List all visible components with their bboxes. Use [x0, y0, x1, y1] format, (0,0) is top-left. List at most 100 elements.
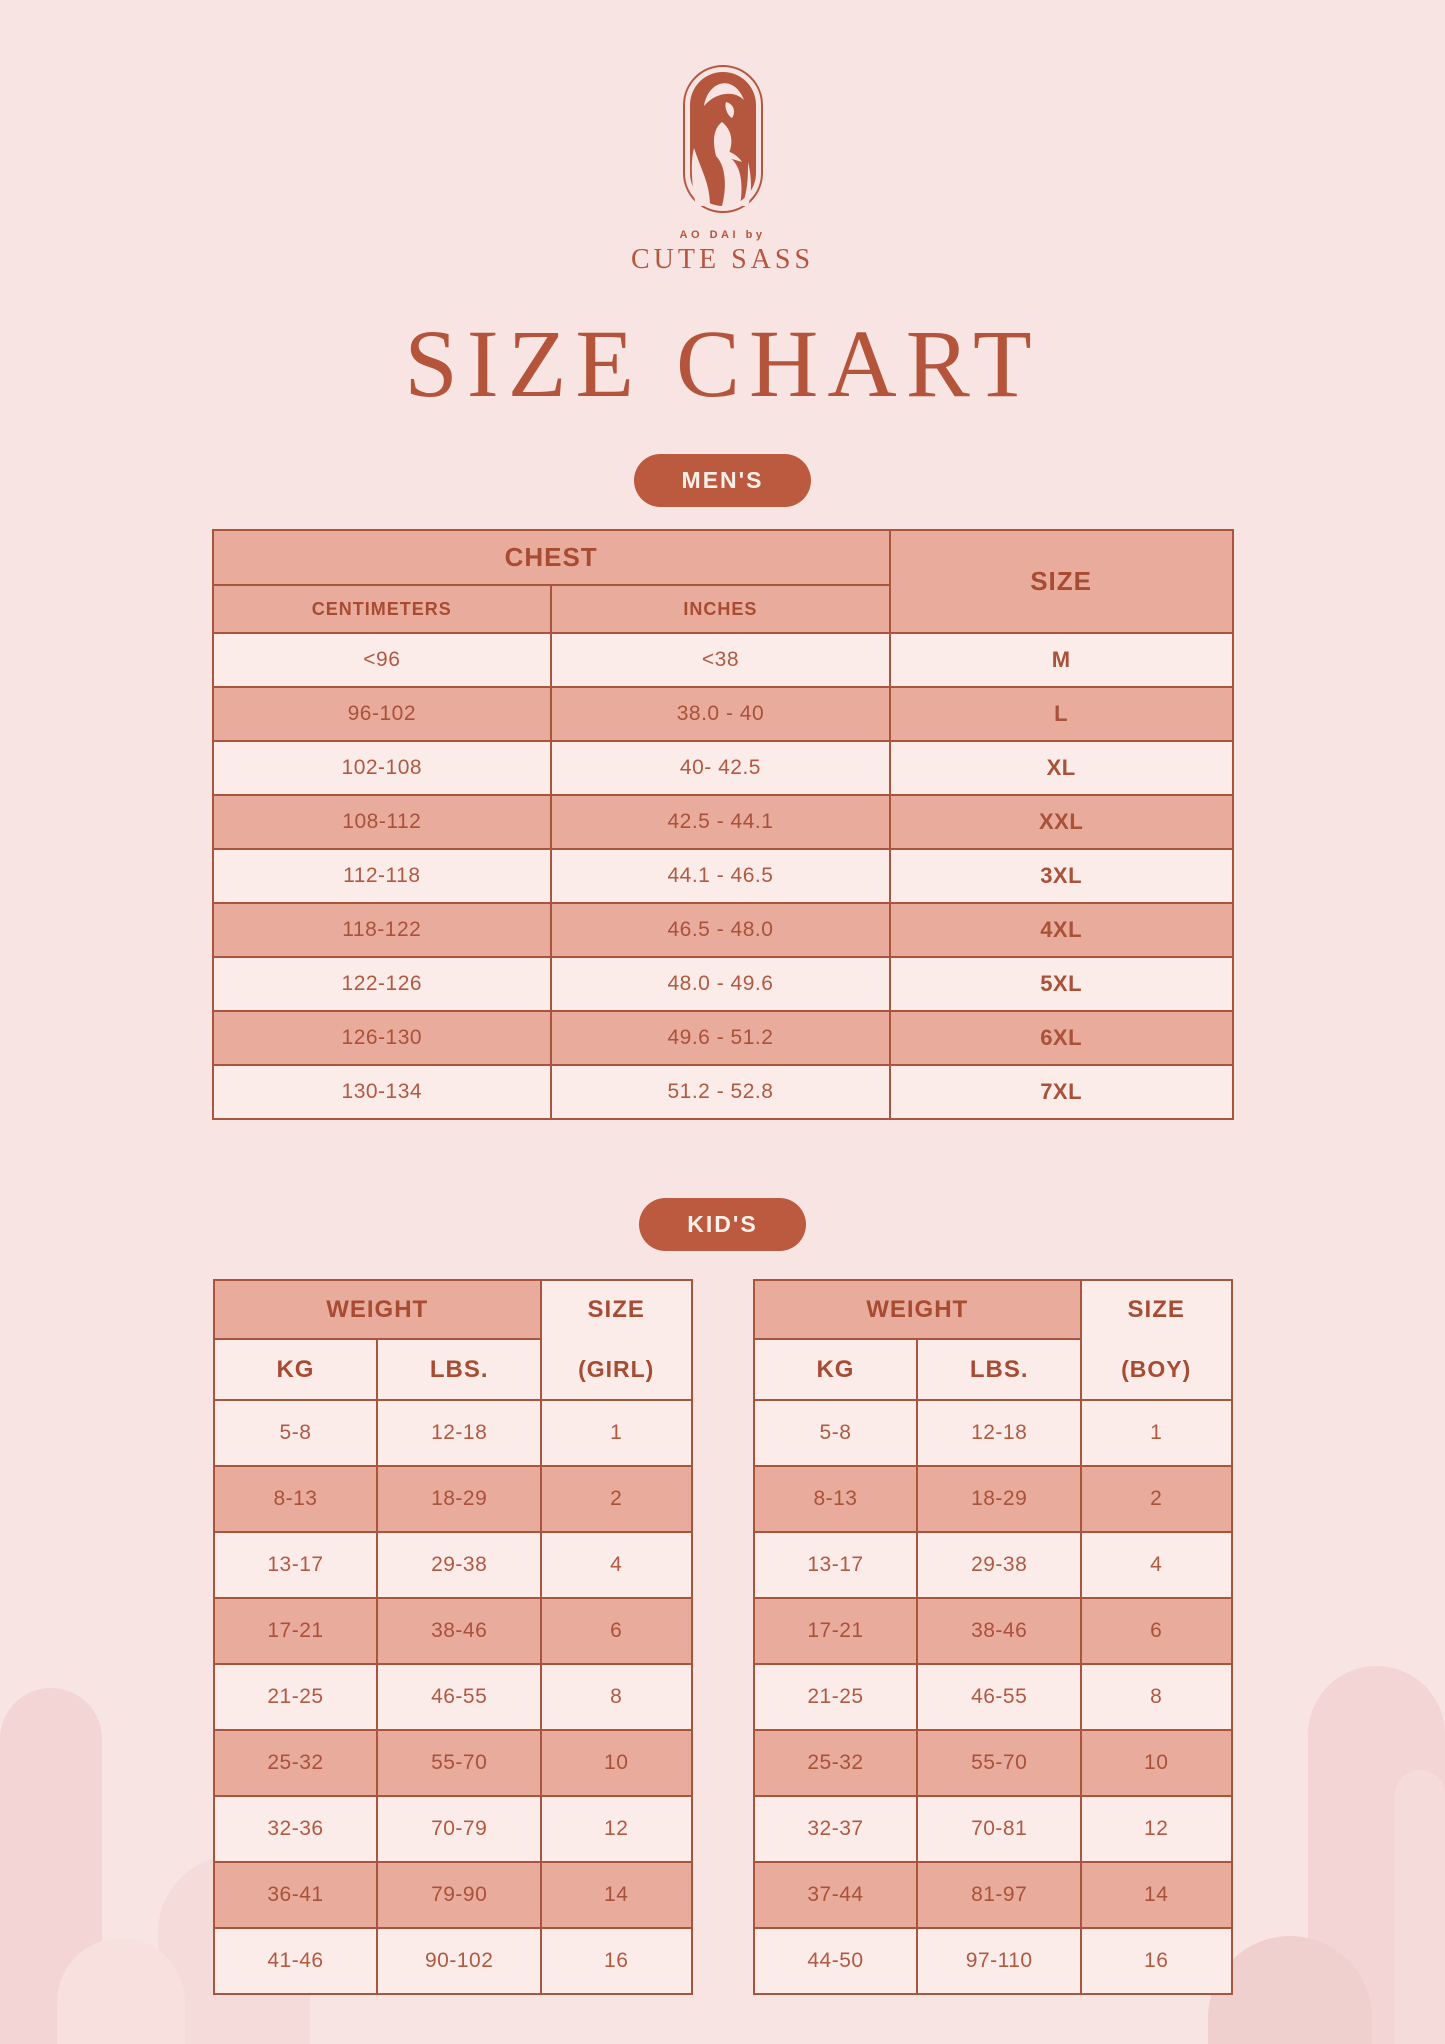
- kg-cell: 41-46: [212, 1927, 379, 1996]
- table-row: 8-13 18-29 2: [752, 1465, 1233, 1534]
- kg-cell: 17-21: [752, 1597, 919, 1666]
- lbs-header: LBS.: [376, 1338, 542, 1402]
- inch-cell: 42.5 - 44.1: [550, 794, 891, 851]
- table-row: 8-13 18-29 2: [212, 1465, 693, 1534]
- size-header: SIZE: [888, 529, 1234, 635]
- table-row: 36-41 79-90 14: [212, 1861, 693, 1930]
- kg-cell: 21-25: [212, 1663, 379, 1732]
- size-cell: 4XL: [888, 902, 1234, 959]
- kg-cell: 37-44: [752, 1861, 919, 1930]
- kg-header: KG: [212, 1338, 379, 1402]
- cm-cell: 130-134: [211, 1064, 553, 1121]
- size-cell: 16: [539, 1927, 693, 1996]
- size-boy-header: SIZE (BOY): [1079, 1279, 1233, 1402]
- lbs-cell: 18-29: [376, 1465, 542, 1534]
- cm-cell: 122-126: [211, 956, 553, 1013]
- size-cell: 4: [539, 1531, 693, 1600]
- size-girl-header: SIZE (GIRL): [539, 1279, 693, 1402]
- kids-section-badge: KID'S: [639, 1198, 806, 1252]
- kg-cell: 5-8: [212, 1399, 379, 1468]
- boys-size-table: WEIGHT SIZE (BOY) KG LBS. 5-8 12-18 1 8-13…: [752, 1279, 1233, 1996]
- kg-cell: 13-17: [212, 1531, 379, 1600]
- kg-cell: 25-32: [212, 1729, 379, 1798]
- size-cell: 6: [539, 1597, 693, 1666]
- size-cell: 16: [1079, 1927, 1233, 1996]
- size-cell: 3XL: [888, 848, 1234, 905]
- inch-cell: <38: [550, 632, 891, 689]
- table-subheader-row: KG LBS.: [212, 1338, 692, 1402]
- cm-cell: 108-112: [211, 794, 553, 851]
- table-row: 118-122 46.5 - 48.0 4XL: [211, 902, 1234, 959]
- lbs-cell: 38-46: [376, 1597, 542, 1666]
- table-row: 96-102 38.0 - 40 L: [211, 686, 1234, 743]
- inch-cell: 49.6 - 51.2: [550, 1010, 891, 1067]
- size-cell: 7XL: [888, 1064, 1234, 1121]
- size-cell: XXL: [888, 794, 1234, 851]
- inches-header: INCHES: [550, 584, 891, 635]
- size-cell: 1: [539, 1399, 693, 1468]
- table-row: 25-32 55-70 10: [212, 1729, 693, 1798]
- cm-cell: 126-130: [211, 1010, 553, 1067]
- kg-header: KG: [752, 1338, 919, 1402]
- ao-dai-woman-icon: [682, 65, 763, 213]
- size-cell: 8: [539, 1663, 693, 1732]
- boy-label: (BOY): [1121, 1355, 1192, 1382]
- size-cell: XL: [888, 740, 1234, 797]
- table-row: <96 <38 M: [211, 632, 1234, 689]
- size-cell: 14: [1079, 1861, 1233, 1930]
- size-label: SIZE: [1127, 1296, 1185, 1324]
- lbs-cell: 46-55: [376, 1663, 542, 1732]
- size-cell: 14: [539, 1861, 693, 1930]
- lbs-cell: 97-110: [916, 1927, 1082, 1996]
- table-subheader-row: KG LBS.: [752, 1338, 1232, 1402]
- size-cell: 6: [1079, 1597, 1233, 1666]
- kg-cell: 25-32: [752, 1729, 919, 1798]
- brand-name: CUTE SASS: [630, 244, 815, 275]
- mens-section-badge: MEN'S: [633, 454, 812, 508]
- table-row: 32-37 70-81 12: [752, 1795, 1233, 1864]
- kg-cell: 17-21: [212, 1597, 379, 1666]
- kg-cell: 21-25: [752, 1663, 919, 1732]
- page-title: SIZE CHART: [404, 310, 1041, 417]
- table-row: 41-46 90-102 16: [212, 1927, 693, 1996]
- table-row: 126-130 49.6 - 51.2 6XL: [211, 1010, 1234, 1067]
- kg-cell: 8-13: [212, 1465, 379, 1534]
- brand-tagline: AO DAI by: [679, 229, 766, 241]
- girls-size-table: WEIGHT SIZE (GIRL) KG LBS. 5-8 12-18 1 8-1…: [212, 1279, 693, 1996]
- cm-cell: 102-108: [211, 740, 553, 797]
- lbs-header: LBS.: [916, 1338, 1082, 1402]
- girl-label: (GIRL): [578, 1355, 655, 1382]
- size-cell: 12: [539, 1795, 693, 1864]
- kg-cell: 8-13: [752, 1465, 919, 1534]
- lbs-cell: 55-70: [376, 1729, 542, 1798]
- arch-decoration: [57, 1938, 185, 2044]
- table-row: 130-134 51.2 - 52.8 7XL: [211, 1064, 1234, 1121]
- table-row: 5-8 12-18 1: [212, 1399, 693, 1468]
- table-header-row: WEIGHT SIZE (GIRL): [212, 1279, 693, 1402]
- lbs-cell: 79-90: [376, 1861, 542, 1930]
- poster-content: AO DAI by CUTE SASS SIZE CHART MEN'S CHE…: [211, 65, 1234, 1996]
- size-cell: 6XL: [888, 1010, 1234, 1067]
- table-row: 37-44 81-97 14: [752, 1861, 1233, 1930]
- table-row: 17-21 38-46 6: [752, 1597, 1233, 1666]
- size-cell: 12: [1079, 1795, 1233, 1864]
- inch-cell: 48.0 - 49.6: [550, 956, 891, 1013]
- table-row: 21-25 46-55 8: [212, 1663, 693, 1732]
- cm-cell: 112-118: [211, 848, 553, 905]
- weight-header: WEIGHT: [752, 1279, 1082, 1341]
- size-cell: 1: [1079, 1399, 1233, 1468]
- cm-cell: <96: [211, 632, 553, 689]
- lbs-cell: 29-38: [376, 1531, 542, 1600]
- size-cell: M: [888, 632, 1234, 689]
- table-row: 13-17 29-38 4: [212, 1531, 693, 1600]
- table-subheader-row: CENTIMETERS INCHES: [211, 584, 1233, 635]
- table-row: 21-25 46-55 8: [752, 1663, 1233, 1732]
- table-row: 108-112 42.5 - 44.1 XXL: [211, 794, 1234, 851]
- table-header-row: WEIGHT SIZE (BOY): [752, 1279, 1233, 1402]
- size-cell: 8: [1079, 1663, 1233, 1732]
- table-header-row: CHEST SIZE: [211, 529, 1234, 635]
- kg-cell: 36-41: [212, 1861, 379, 1930]
- size-cell: 2: [1079, 1465, 1233, 1534]
- lbs-cell: 29-38: [916, 1531, 1082, 1600]
